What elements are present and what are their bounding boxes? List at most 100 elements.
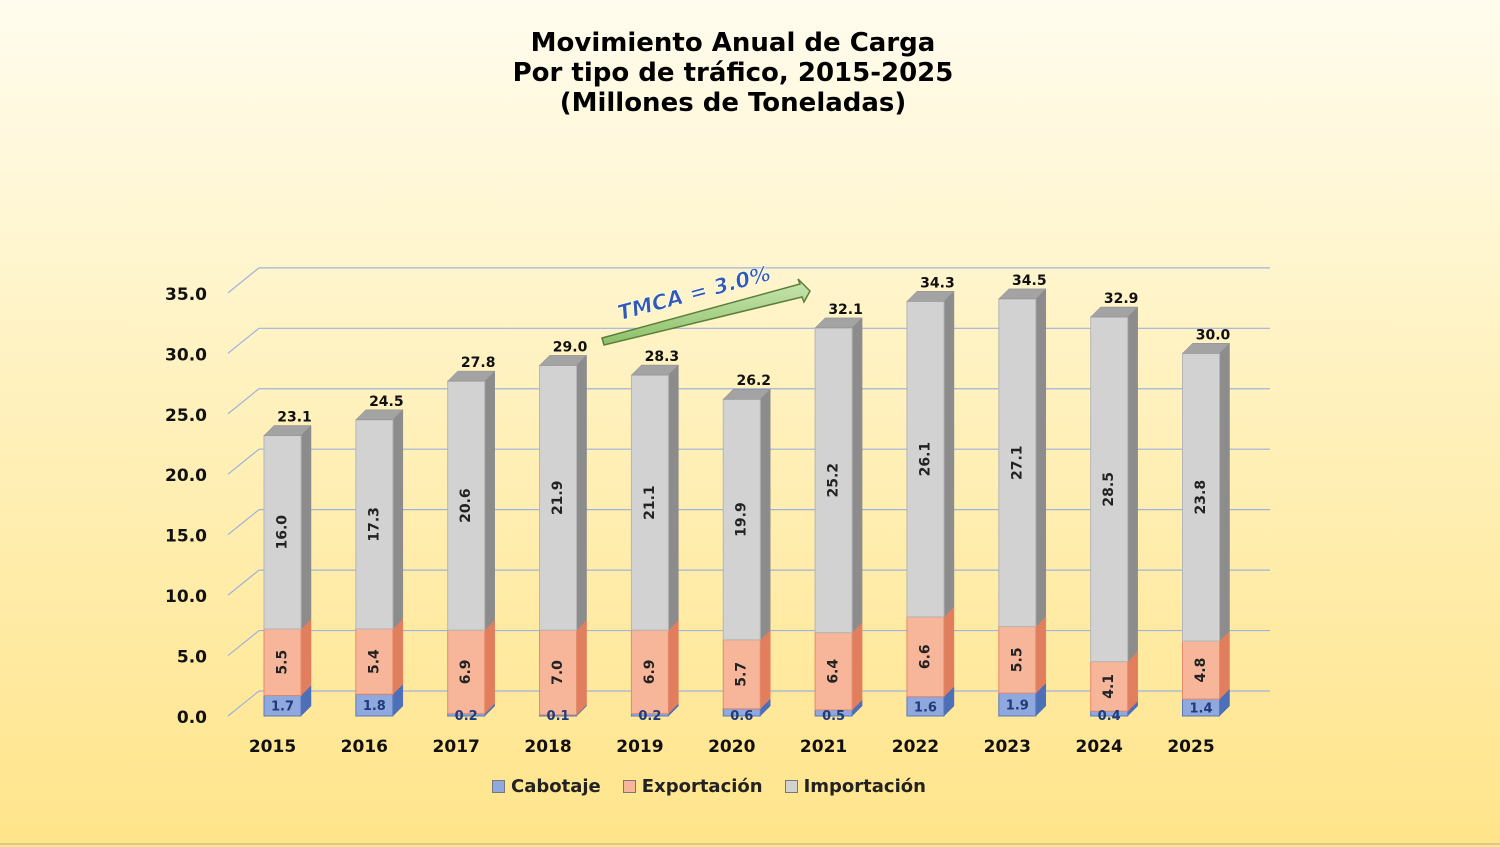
bar-top — [447, 370, 496, 382]
data-label-exportacion: 5.7 — [734, 662, 750, 687]
data-label-importacion: 21.9 — [550, 481, 566, 516]
x-tick-label: 2025 — [1167, 737, 1214, 757]
bar-segment-importacion — [722, 398, 761, 641]
bar-segment-exportacion — [630, 629, 669, 715]
total-label: 27.8 — [461, 355, 496, 371]
bar-segment-exportacion — [998, 626, 1037, 694]
bar-stack-2018 — [538, 354, 588, 717]
gridline-diagonal — [227, 569, 260, 596]
data-label-cabotaje: 1.4 — [1189, 702, 1212, 717]
bar-segment-exportacion — [906, 616, 945, 698]
bar-stack-2019 — [630, 364, 680, 717]
bar-stack-2023 — [998, 288, 1047, 717]
data-label-cabotaje: 0.1 — [547, 709, 570, 724]
data-label-exportacion: 4.1 — [1101, 674, 1117, 699]
y-tick-label: 5.0 — [177, 648, 207, 668]
data-label-exportacion: 6.6 — [917, 644, 933, 669]
x-tick-label: 2019 — [616, 737, 663, 757]
total-label: 29.0 — [553, 339, 588, 355]
bar-segment-exportacion — [355, 628, 394, 695]
bar-segment-exportacion — [814, 632, 853, 711]
bar-top — [906, 291, 955, 302]
data-label-importacion: 19.9 — [734, 502, 750, 537]
bar-segment-importacion — [906, 300, 945, 618]
y-tick-label: 0.0 — [177, 708, 207, 728]
data-label-cabotaje: 0.5 — [822, 709, 845, 724]
bar-stack-2021 — [814, 317, 863, 717]
data-label-exportacion: 4.8 — [1193, 658, 1209, 683]
legend-item-exportacion: Exportación — [622, 776, 763, 797]
bar-segment-exportacion — [447, 629, 486, 715]
x-tick-label: 2020 — [708, 737, 755, 757]
data-label-cabotaje: 0.2 — [638, 709, 661, 724]
data-label-exportacion: 7.0 — [550, 660, 566, 685]
data-label-cabotaje: 0.6 — [730, 709, 753, 724]
bar-side-importacion — [392, 409, 404, 630]
data-label-cabotaje: 1.7 — [271, 700, 294, 715]
bar-segment-exportacion — [722, 639, 761, 710]
data-label-exportacion: 5.5 — [1009, 647, 1025, 672]
data-label-cabotaje: 1.8 — [363, 699, 386, 714]
data-label-exportacion: 6.9 — [458, 659, 474, 684]
total-label: 34.3 — [920, 275, 955, 291]
total-label: 28.3 — [645, 349, 680, 365]
x-tick-label: 2016 — [341, 737, 388, 757]
bar-segment-importacion — [447, 380, 486, 631]
y-tick-label: 25.0 — [165, 406, 207, 426]
data-label-exportacion: 6.4 — [826, 659, 842, 684]
total-label: 23.1 — [277, 410, 312, 426]
y-tick-label: 15.0 — [165, 527, 207, 547]
bar-side-exportacion — [1127, 650, 1138, 712]
bar-side-importacion — [484, 370, 495, 631]
chart-title-line-1: Movimiento Anual de Carga — [530, 28, 936, 58]
bar-side-exportacion — [943, 606, 955, 698]
chart-legend: Cabotaje Exportación Importación — [0, 776, 1418, 797]
bar-segment-importacion — [355, 419, 394, 630]
gridline-diagonal — [227, 509, 260, 536]
chart-title-line-2: Por tipo de tráfico, 2015-2025 — [512, 58, 954, 88]
chart-title-line-3: (Millones de Toneladas) — [559, 88, 907, 118]
data-label-importacion: 27.1 — [1009, 445, 1025, 480]
x-tick-label: 2017 — [433, 737, 480, 757]
total-label: 34.5 — [1012, 273, 1047, 289]
bar-side-importacion — [760, 388, 771, 641]
bar-stack-2025 — [1181, 342, 1231, 717]
bar-segment-importacion — [998, 298, 1037, 628]
bar-segment-exportacion — [263, 628, 302, 696]
gridline-diagonal — [227, 690, 260, 717]
bar-side-exportacion — [1219, 630, 1230, 700]
total-label: 24.5 — [369, 394, 404, 410]
data-label-importacion: 16.0 — [275, 515, 291, 550]
bar-segment-importacion — [1182, 352, 1220, 642]
x-tick-label: 2015 — [249, 737, 296, 757]
bar-top — [538, 355, 588, 366]
gridline-diagonal — [227, 388, 260, 415]
bar-stack-2016 — [355, 409, 404, 717]
bar-top — [1181, 343, 1231, 354]
legend-label-cabotaje: Cabotaje — [511, 776, 601, 797]
bar-segment-importacion — [539, 364, 578, 631]
bar-top — [814, 317, 863, 329]
bar-side-importacion — [576, 354, 587, 631]
data-label-exportacion: 5.5 — [275, 650, 291, 675]
bar-segment-exportacion — [539, 629, 578, 716]
bar-stack-2022 — [906, 290, 955, 717]
bar-side-importacion — [1127, 306, 1138, 663]
legend-swatch-cabotaje — [492, 780, 506, 793]
bar-segment-exportacion — [1090, 661, 1129, 712]
gridline-diagonal — [227, 630, 260, 657]
legend-swatch-exportacion — [622, 780, 636, 793]
legend-label-exportacion: Exportación — [641, 776, 763, 797]
bar-top — [722, 388, 771, 400]
x-tick-label: 2023 — [984, 737, 1031, 757]
bar-stack-2017 — [447, 370, 496, 717]
y-tick-label: 30.0 — [165, 345, 207, 365]
bar-top — [998, 288, 1047, 300]
data-label-exportacion: 6.9 — [642, 659, 658, 684]
legend-label-importacion: Importación — [803, 776, 926, 797]
data-label-cabotaje: 1.9 — [1006, 699, 1029, 714]
bar-top — [630, 364, 680, 376]
total-label: 30.0 — [1196, 327, 1231, 343]
